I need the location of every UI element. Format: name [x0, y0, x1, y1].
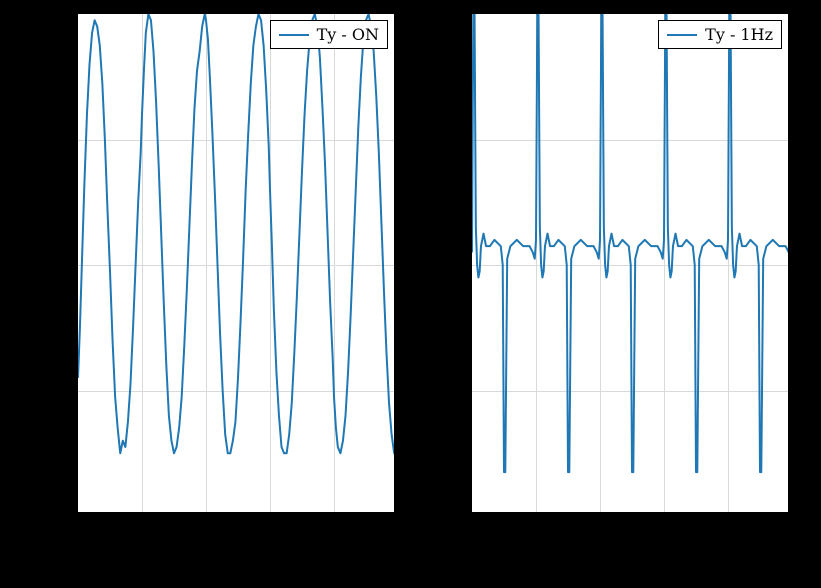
legend: Ty - ON	[270, 20, 388, 49]
data-series	[78, 14, 396, 514]
y-axis-label: Torque (Nm)	[10, 205, 31, 321]
y-tick-label: -0.02	[27, 379, 68, 398]
x-tick-label: 16	[524, 522, 544, 541]
x-tick-label: 15	[66, 522, 86, 541]
x-axis-label: Time (s)	[199, 546, 274, 567]
y-tick-label: 0.04	[426, 3, 462, 22]
x-tick-label: 20	[780, 522, 800, 541]
y-tick-label: 0	[58, 254, 68, 273]
x-axis-label: Time (s)	[593, 546, 668, 567]
x-tick-label: 18	[258, 522, 278, 541]
x-tick-label: 18	[652, 522, 672, 541]
x-tick-label: 17	[588, 522, 608, 541]
x-tick-label: 15	[460, 522, 480, 541]
legend: Ty - 1Hz	[658, 20, 782, 49]
plot-area: Ty - 1Hz	[470, 12, 790, 514]
y-tick-label: -0.04	[27, 505, 68, 524]
y-tick-label: -0.04	[421, 505, 462, 524]
x-tick-label: 19	[322, 522, 342, 541]
chart-panel: Ty - 1Hz	[470, 12, 790, 514]
legend-swatch	[667, 34, 697, 36]
data-series	[472, 14, 790, 514]
y-tick-label: 0	[452, 254, 462, 273]
legend-label: Ty - ON	[317, 25, 379, 44]
x-tick-label: 20	[386, 522, 406, 541]
chart-panel: Ty - ON	[76, 12, 396, 514]
plot-area: Ty - ON	[76, 12, 396, 514]
y-tick-label: -0.02	[421, 379, 462, 398]
legend-swatch	[279, 34, 309, 36]
y-axis-label: Torque (Nm)	[404, 205, 425, 321]
x-tick-label: 16	[130, 522, 150, 541]
y-tick-label: 0.02	[426, 128, 462, 147]
y-tick-label: 0.04	[32, 3, 68, 22]
legend-label: Ty - 1Hz	[705, 25, 773, 44]
x-tick-label: 19	[716, 522, 736, 541]
y-tick-label: 0.02	[32, 128, 68, 147]
x-tick-label: 17	[194, 522, 214, 541]
